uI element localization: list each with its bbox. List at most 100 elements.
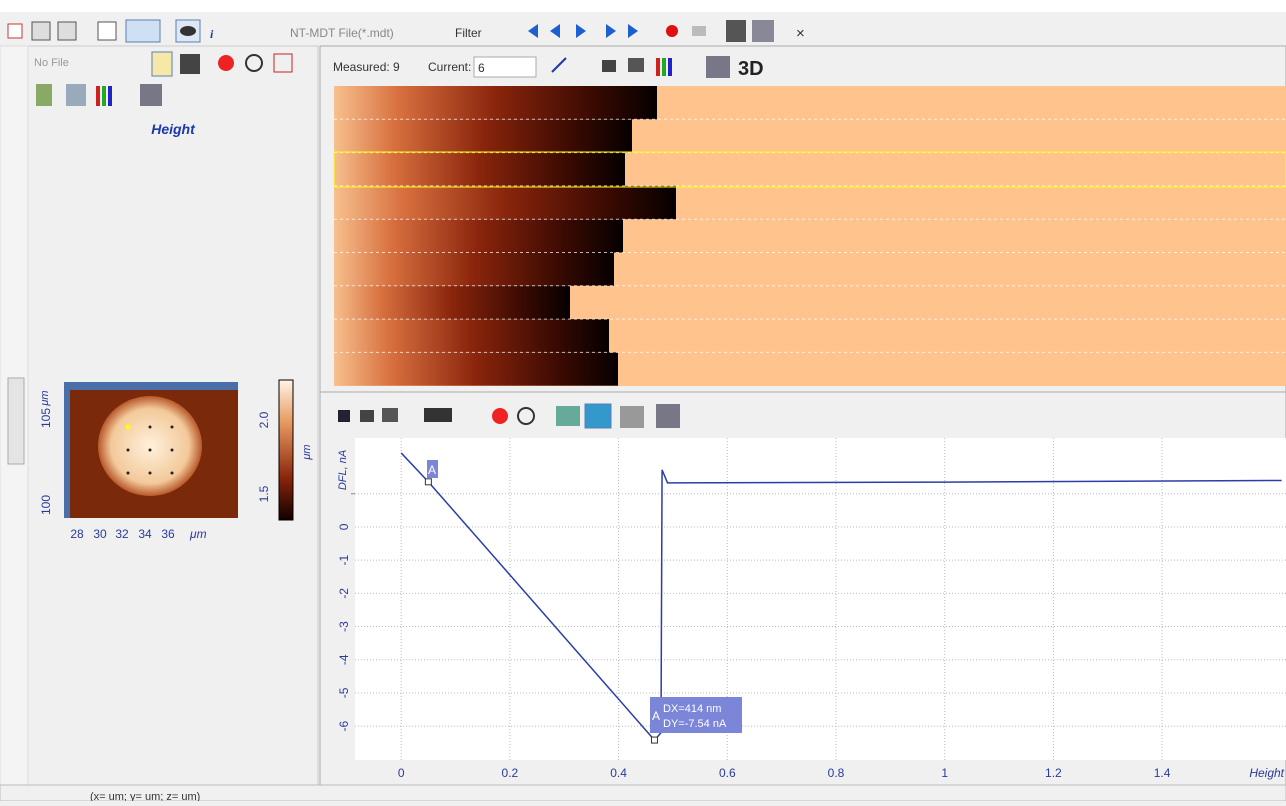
y-tick-label: -2	[337, 588, 351, 599]
icon[interactable]	[218, 55, 234, 71]
colorbar-unit: μm	[301, 444, 313, 460]
x-tick-label: 34	[138, 527, 152, 541]
colorbar-tick-label: 2.0	[257, 411, 271, 428]
current-value[interactable]: 6	[478, 61, 485, 75]
x-tick-label: 0.2	[502, 766, 519, 780]
y-tick-label: 0	[337, 523, 351, 530]
x-tick-label: 0.8	[828, 766, 845, 780]
measured-count: Measured: 9	[333, 60, 400, 74]
scan-row	[334, 219, 623, 252]
title-strip	[0, 0, 1286, 12]
icon[interactable]	[666, 25, 678, 37]
y-tick-label: -4	[337, 654, 351, 665]
x-tick-label: 0.4	[610, 766, 627, 780]
point	[126, 425, 131, 430]
scan-row	[334, 319, 609, 352]
scan-row	[334, 153, 625, 186]
icon[interactable]	[180, 26, 196, 36]
y-tick-label: -6	[337, 720, 351, 731]
y-tick-label: -3	[337, 621, 351, 632]
icon[interactable]	[152, 52, 172, 76]
icon[interactable]	[8, 24, 22, 38]
icon[interactable]	[668, 58, 672, 76]
y-unit: μm	[39, 390, 51, 406]
icon[interactable]	[98, 22, 116, 40]
point	[171, 472, 174, 475]
icon[interactable]	[382, 408, 398, 422]
icon[interactable]	[692, 26, 706, 36]
channel-name: Height	[151, 121, 196, 137]
page: i NT-MDT File(*.mdt) Filter × No File He…	[0, 0, 1286, 801]
y-tick-label: 105	[39, 408, 53, 428]
point	[149, 449, 152, 452]
icon[interactable]	[126, 20, 160, 42]
current-label: Current:	[428, 60, 471, 74]
icon[interactable]	[180, 54, 200, 74]
colorbar-tick-label: 1.5	[257, 485, 271, 502]
annotation: DY=-7.54 nA	[663, 718, 727, 730]
file-select[interactable]: No File	[34, 57, 69, 69]
x-axis-label: Height	[1249, 766, 1284, 780]
x-tick-label: 30	[93, 527, 107, 541]
icon[interactable]	[585, 404, 611, 428]
cursor-marker	[651, 737, 657, 743]
y-tick-label: -5	[337, 687, 351, 698]
icon[interactable]	[32, 22, 50, 40]
x-tick-label: 0	[398, 766, 405, 780]
icon[interactable]	[662, 58, 666, 76]
filter-button[interactable]: Filter	[455, 26, 482, 40]
annotation: A	[652, 709, 660, 723]
plot: 0 -1 -2 -3 -4 -5 -6 0 0.2 0.4 0.6 0.8 1 1.2 1.4 DFL, nA…	[337, 438, 1286, 780]
x-unit: μm	[189, 527, 207, 541]
colorbar	[279, 380, 293, 520]
icon[interactable]	[602, 60, 616, 72]
point	[149, 426, 152, 429]
icon[interactable]	[102, 86, 106, 106]
point	[127, 472, 130, 475]
icon[interactable]	[656, 404, 680, 428]
afm-image	[334, 86, 1286, 386]
view-3d-button[interactable]: 3D	[738, 58, 764, 80]
point	[127, 449, 130, 452]
icon[interactable]	[628, 58, 644, 72]
icon[interactable]	[338, 410, 350, 422]
icon[interactable]	[752, 20, 774, 42]
annotation: A	[428, 463, 436, 477]
icon[interactable]	[726, 20, 746, 42]
icon[interactable]	[620, 406, 644, 428]
icon[interactable]	[706, 56, 730, 78]
window: i NT-MDT File(*.mdt) Filter × No File He…	[0, 0, 1286, 801]
icon[interactable]	[58, 22, 76, 40]
icon[interactable]	[360, 410, 374, 422]
icon[interactable]	[556, 406, 580, 426]
y-tick-label: -1	[337, 555, 351, 566]
icon[interactable]	[424, 408, 452, 422]
scroll-thumb[interactable]	[8, 378, 24, 464]
annotation: DX=414 nm	[663, 703, 721, 715]
x-tick-label: 1.2	[1045, 766, 1062, 780]
file-filter[interactable]: NT-MDT File(*.mdt)	[290, 26, 394, 40]
x-tick-label: 1.4	[1154, 766, 1171, 780]
icon[interactable]	[140, 84, 162, 106]
preview-spot	[98, 396, 202, 496]
scan-row	[334, 86, 657, 119]
icon[interactable]	[96, 86, 100, 106]
icon[interactable]	[36, 84, 52, 106]
x-tick-label: 28	[70, 527, 84, 541]
point	[171, 426, 174, 429]
icon[interactable]	[66, 84, 86, 106]
scan-row	[334, 253, 614, 286]
x-tick-label: 32	[115, 527, 129, 541]
point	[149, 472, 152, 475]
y-axis-label: DFL, nA	[337, 450, 349, 490]
point	[171, 449, 174, 452]
icon[interactable]	[492, 408, 508, 424]
scan-row	[334, 286, 570, 319]
x-tick-label: 0.6	[719, 766, 736, 780]
icon[interactable]	[656, 58, 660, 76]
close-button[interactable]: ×	[796, 25, 805, 42]
icon[interactable]	[108, 86, 112, 106]
plot-area	[355, 438, 1286, 760]
x-tick-label: 1	[941, 766, 948, 780]
scan-row	[334, 186, 676, 219]
